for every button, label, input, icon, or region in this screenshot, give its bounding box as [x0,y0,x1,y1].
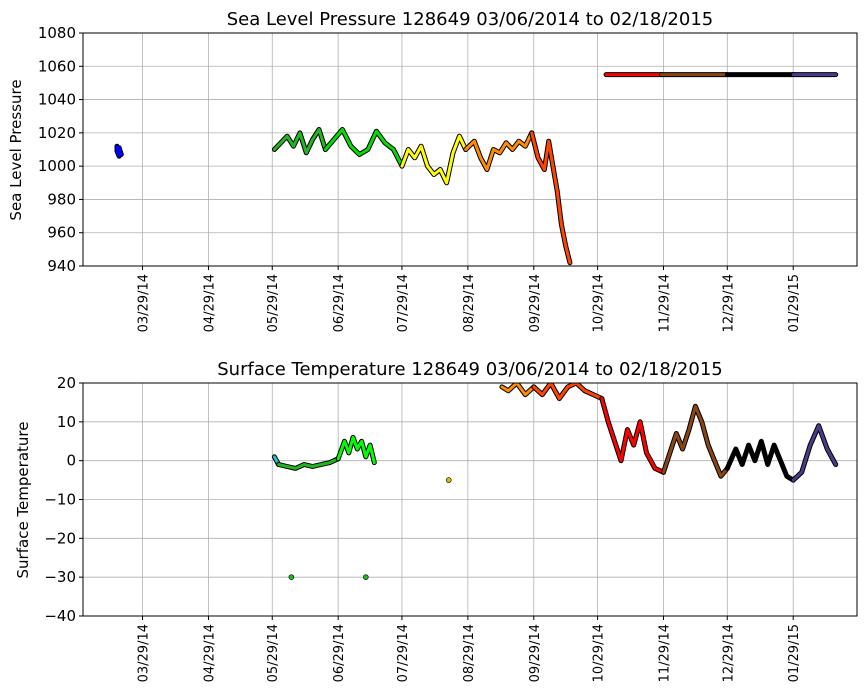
series-line [530,131,572,265]
y-tick-label: 1080 [38,24,76,42]
x-tick-label: 11/29/14 [658,624,673,682]
series-line [272,128,327,155]
x-tick-label: 07/29/14 [396,624,411,682]
y-tick-label: 980 [47,190,76,208]
data-series [271,383,839,580]
y-tick-label: −30 [44,568,76,586]
x-tick-label: 08/29/14 [462,274,477,332]
series-outline [599,396,666,475]
series-line [791,424,838,482]
series-line [336,435,376,465]
chart-bottom: Surface Temperature 128649 03/06/2014 to… [14,359,858,682]
x-tick-label: 06/29/14 [332,274,347,332]
data-point [288,574,295,580]
x-tick-label: 12/29/14 [721,624,736,682]
chart-title: Sea Level Pressure 128649 03/06/2014 to … [227,9,714,30]
y-tick-label: 960 [47,224,76,242]
series-line [500,383,536,397]
chart-top: Sea Level Pressure 128649 03/06/2014 to … [7,9,858,332]
y-tick-label: 1020 [38,124,76,142]
series-line [464,131,534,171]
plot-frame [82,32,858,267]
series-line [323,128,404,168]
y-tick-label: 1040 [38,91,76,109]
x-tick-label: 11/29/14 [658,274,673,332]
y-tick-label: −10 [44,491,76,509]
chart-title: Surface Temperature 128649 03/06/2014 to… [217,359,722,380]
x-tick-label: 12/29/14 [721,274,736,332]
x-tick-label: 07/29/14 [396,274,411,332]
y-tick-label: 1060 [38,57,76,75]
data-point [363,574,369,580]
x-tick-label: 03/29/14 [137,624,152,682]
series-line [532,383,604,400]
y-tick-label: 20 [57,374,76,392]
axis-ticks: 940 960 980 1000 1020 1040 1060 1080 03/29/14 04/… [38,24,802,332]
x-tick-label: 01/29/15 [787,624,802,682]
y-tick-label: −40 [44,607,76,625]
y-tick-label: 940 [47,257,76,275]
grid [83,32,857,267]
x-tick-label: 10/29/14 [592,624,607,682]
y-axis-label: Surface Temperature [14,422,32,579]
axis-ticks: −40 −30 −20 −10 0 10 20 03/29/14 04/29/14 05/29/1… [44,374,802,682]
series-line [277,457,340,470]
x-tick-label: 05/29/14 [266,624,281,682]
x-tick-label: 05/29/14 [266,274,281,332]
y-tick-label: 1000 [38,157,76,175]
data-point [445,477,452,483]
x-tick-label: 01/29/15 [787,274,802,332]
y-tick-label: 10 [57,413,76,431]
y-tick-label: 0 [66,452,76,470]
series-line [400,134,468,185]
x-tick-label: 09/29/14 [528,624,543,682]
x-tick-label: 10/29/14 [592,274,607,332]
x-tick-label: 09/29/14 [528,274,543,332]
x-tick-label: 06/29/14 [332,624,347,682]
y-axis-label: Sea Level Pressure [7,79,25,220]
series-line [662,404,729,478]
series-line [600,397,665,474]
data-series [114,72,839,266]
series-line [725,439,795,482]
y-tick-label: −20 [44,529,76,547]
x-tick-label: 04/29/14 [202,274,217,332]
x-tick-label: 03/29/14 [137,274,152,332]
series-line [115,144,123,158]
x-tick-label: 08/29/14 [462,624,477,682]
x-tick-label: 04/29/14 [202,624,217,682]
grid [83,382,857,617]
